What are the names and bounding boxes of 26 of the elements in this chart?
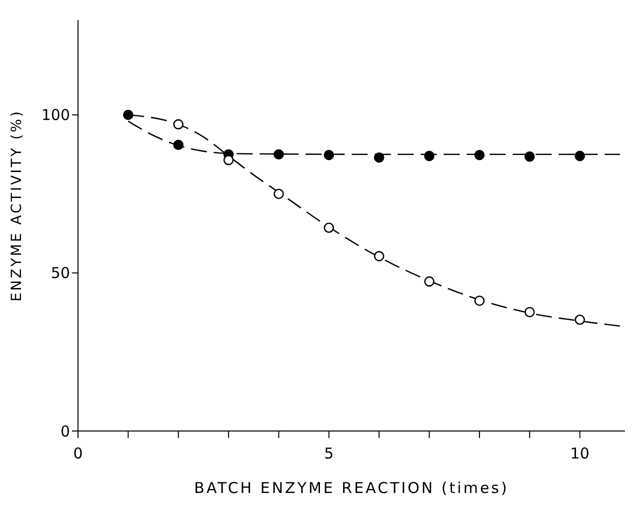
point [274, 149, 284, 160]
x-axis-title: BATCH ENZYME REACTION (times) [194, 479, 509, 497]
point [173, 140, 184, 150]
point [574, 314, 585, 325]
point [524, 306, 535, 318]
point [374, 152, 384, 163]
point [474, 150, 485, 160]
x-tick-label: 5 [324, 444, 334, 463]
point [324, 150, 334, 160]
point [274, 188, 284, 200]
x-tick-label: 10 [570, 444, 590, 463]
y-axis-title: ENZYME ACTIVITY (%) [8, 109, 25, 302]
point [324, 222, 334, 233]
y-tick-label: 50 [50, 264, 70, 282]
x-tick-label: 0 [73, 444, 83, 463]
point [424, 276, 434, 287]
point [574, 150, 585, 162]
point [474, 296, 485, 306]
point [123, 110, 134, 120]
y-tick-label: 0 [60, 422, 70, 440]
point [223, 154, 234, 166]
point [524, 151, 535, 162]
point [424, 150, 434, 162]
point [374, 251, 384, 262]
y-tick-label: 100 [41, 106, 70, 124]
point [173, 119, 184, 130]
